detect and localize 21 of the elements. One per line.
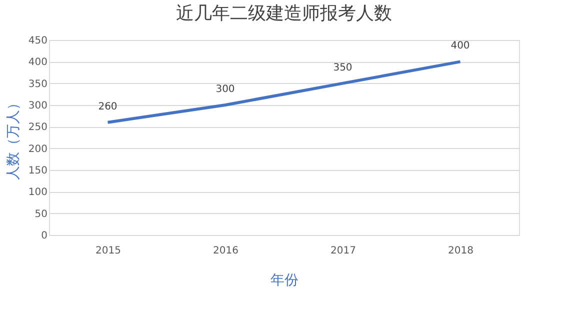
data-label: 300	[216, 84, 235, 95]
y-tick-label: 300	[28, 100, 48, 112]
x-axis-title: 年份	[270, 272, 298, 288]
y-tick-label: 400	[28, 57, 48, 68]
y-tick-label: 200	[28, 144, 48, 155]
y-tick-label: 150	[28, 166, 48, 176]
y-tick-label: 0	[41, 230, 48, 242]
x-tick-label: 2018	[448, 246, 474, 256]
y-tick-label: 250	[28, 122, 48, 134]
y-tick-label: 100	[28, 187, 48, 198]
y-tick-label: 350	[28, 78, 48, 90]
x-tick-label: 2015	[96, 246, 121, 256]
data-label: 260	[98, 101, 118, 112]
y-axis-title: 人数（万人）	[5, 96, 22, 180]
data-label: 400	[450, 40, 470, 52]
data-label: 350	[333, 62, 352, 74]
x-tick-label: 2017	[330, 246, 356, 256]
y-tick-label: 450	[28, 36, 48, 46]
y-tick-label: 50	[34, 208, 48, 220]
x-tick-label: 2016	[213, 246, 238, 256]
chart-title: 近几年二级建造师报考人数	[176, 3, 392, 24]
